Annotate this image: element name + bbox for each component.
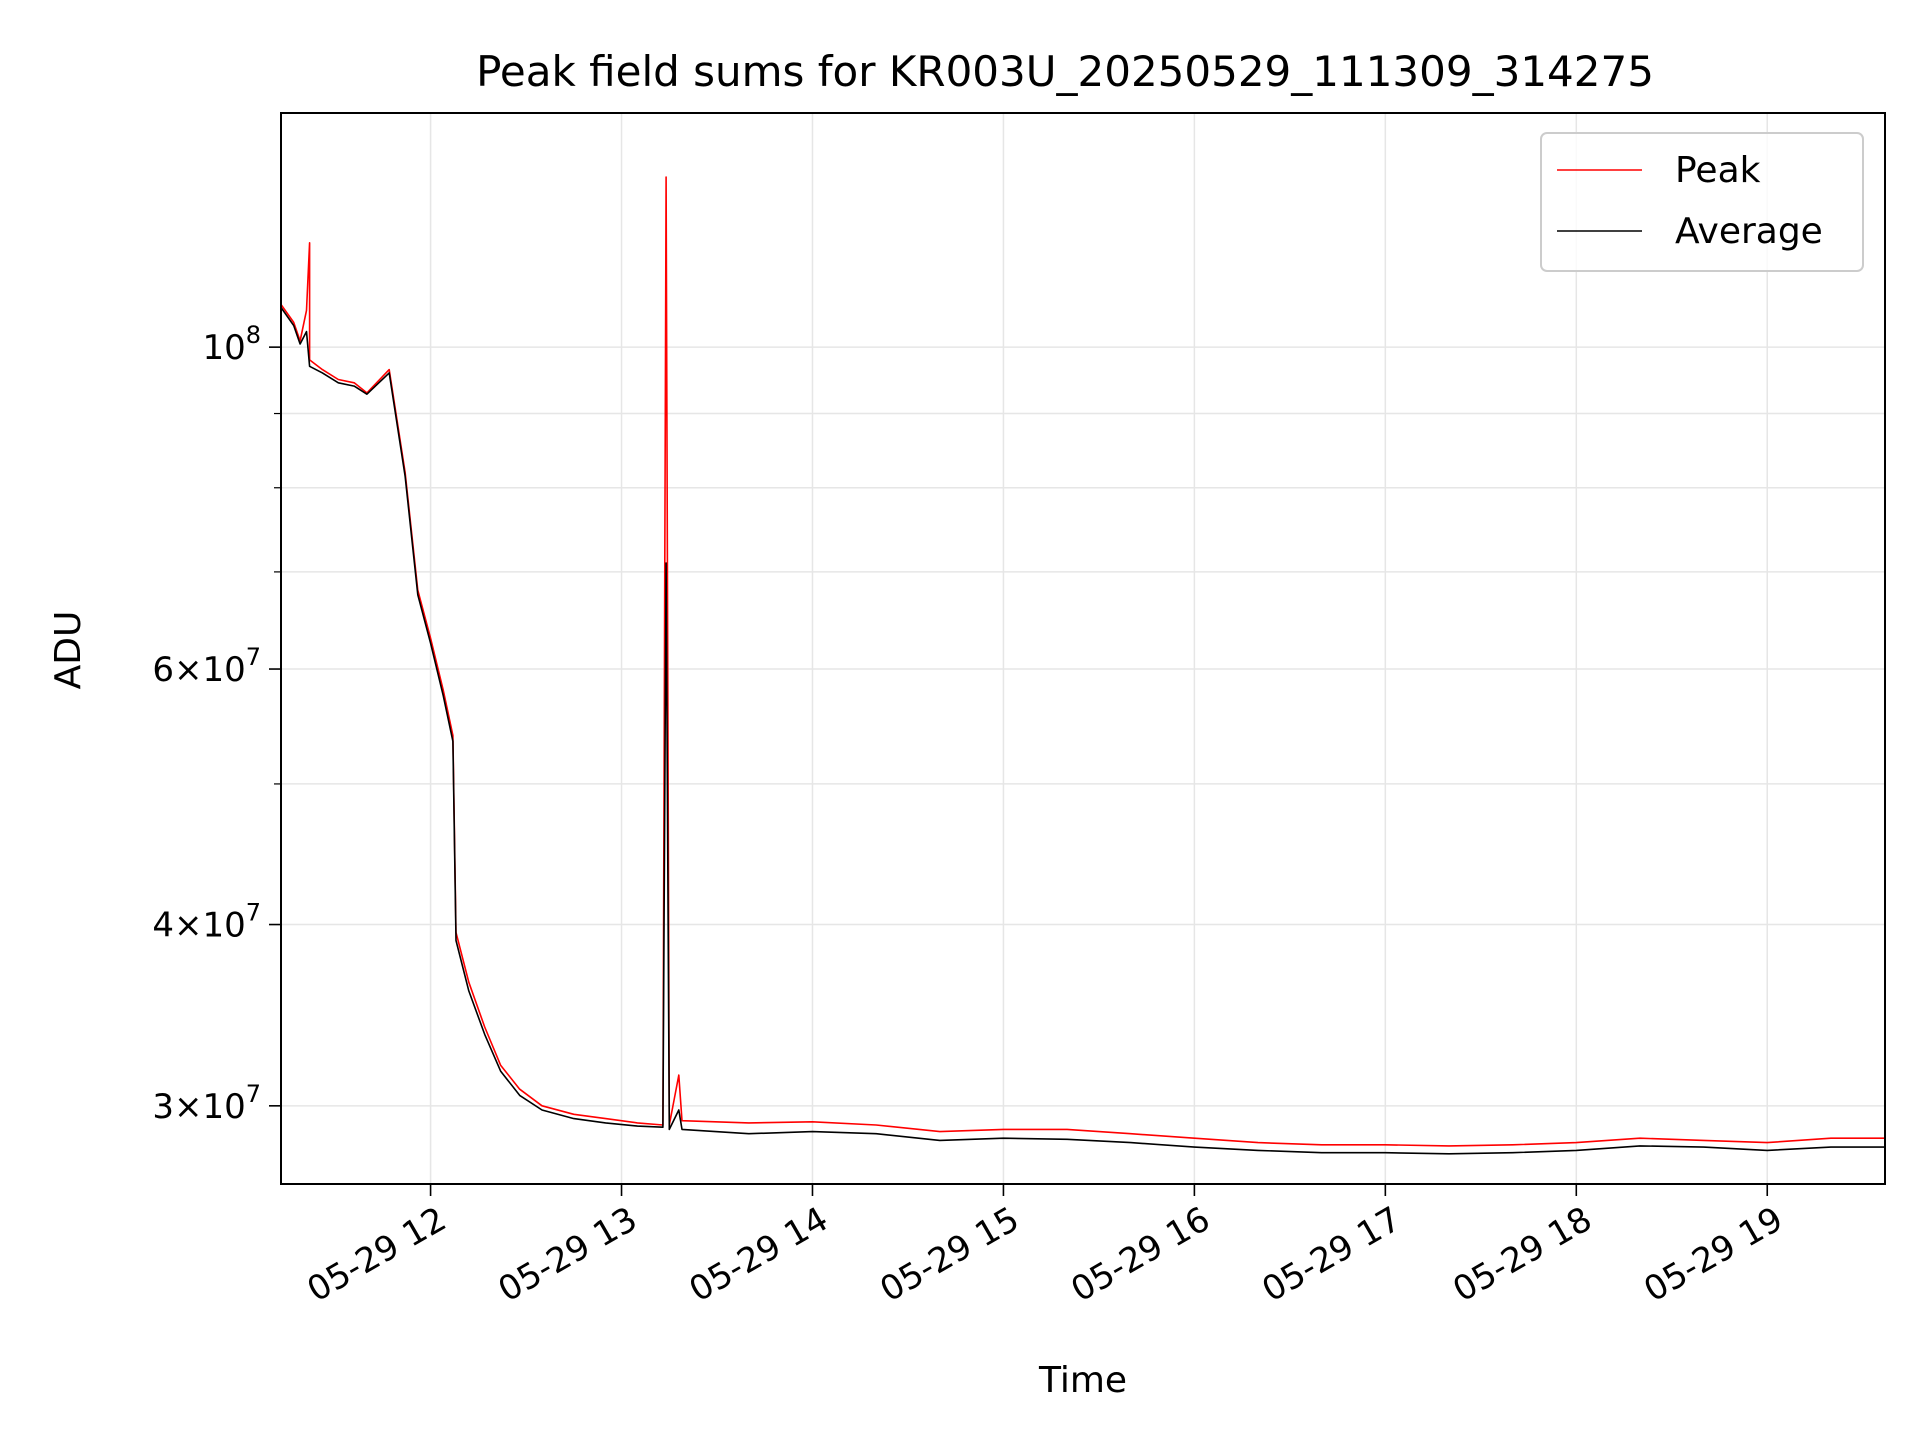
legend-label-peak: Peak: [1675, 150, 1761, 191]
y-axis-title: ADU: [48, 611, 89, 690]
y-tick-label: 3×107: [152, 1080, 261, 1127]
x-axis-title: Time: [1038, 1360, 1127, 1401]
grid: [281, 113, 1885, 1184]
y-axis: 3×107 4×107 6×107 108: [152, 321, 281, 1127]
series-line-average: [281, 307, 1885, 1155]
chart-title: Peak field sums for KR003U_20250529_1113…: [476, 47, 1654, 96]
y-tick-label: 108: [202, 321, 261, 368]
legend-label-average: Average: [1675, 211, 1823, 252]
series-layer: [281, 176, 1885, 1155]
plot-frame: [280, 112, 1886, 1185]
legend-box: [1540, 132, 1864, 272]
y-tick-label: 6×107: [152, 643, 261, 690]
legend: Peak Average: [1540, 132, 1864, 272]
plot-area: [281, 176, 1885, 1155]
y-tick-label: 4×107: [152, 899, 261, 946]
